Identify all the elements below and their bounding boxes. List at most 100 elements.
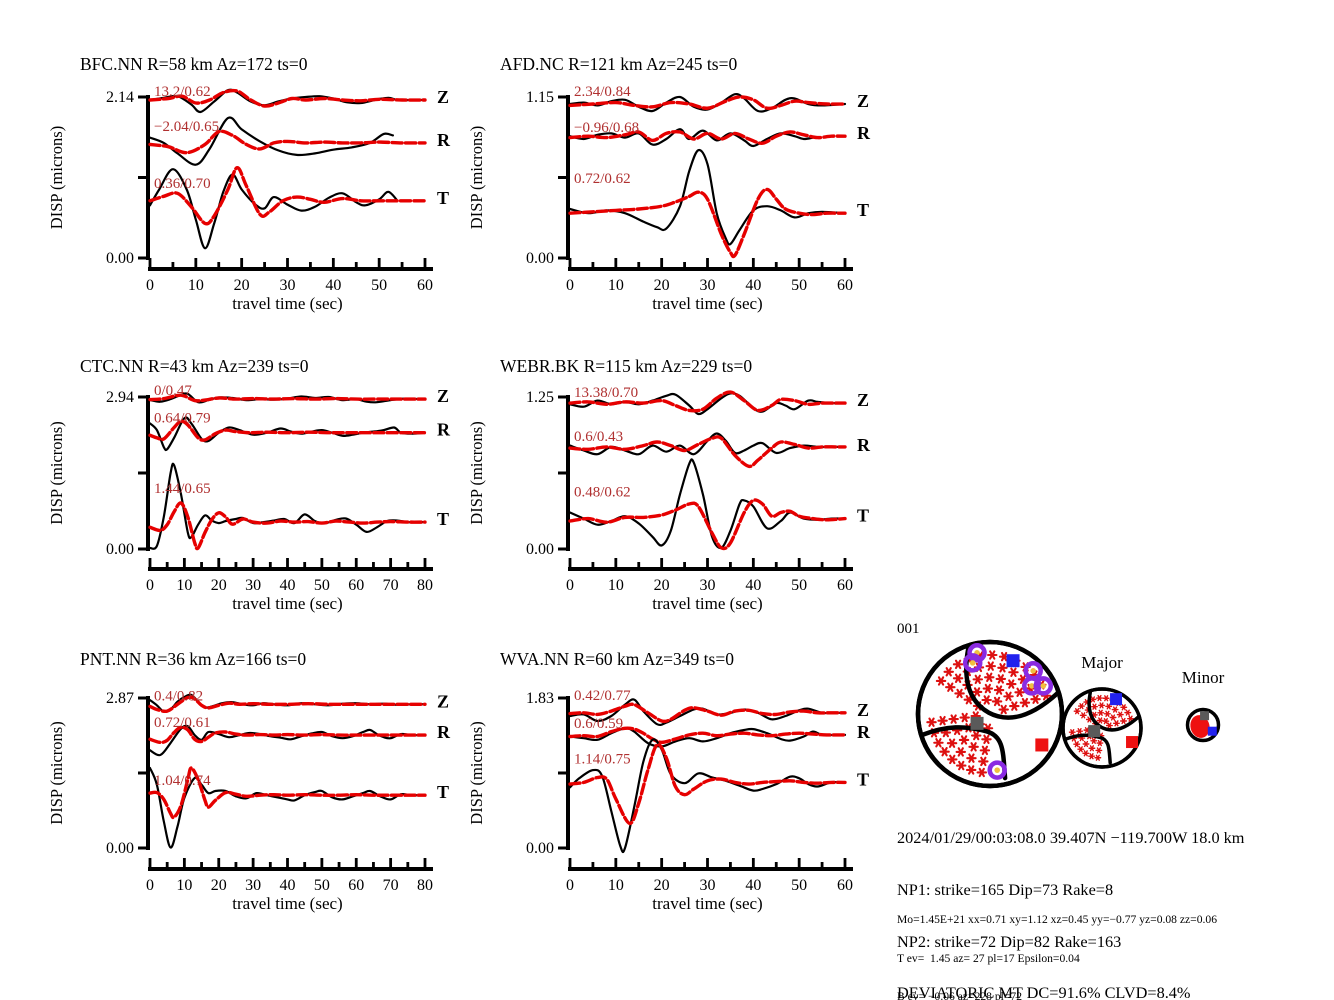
polarity-star <box>937 715 948 726</box>
x-axis-tick <box>820 562 824 567</box>
polarity-star <box>1127 715 1135 722</box>
axis-square-marker <box>1088 725 1101 738</box>
station-marker-center <box>1030 668 1036 674</box>
x-axis-tick <box>406 562 410 567</box>
x-axis-tick <box>268 562 272 567</box>
x-axis-bar <box>148 867 433 871</box>
polarity-star <box>966 753 977 763</box>
x-tick-label: 40 <box>745 877 761 894</box>
station-marker-center <box>1040 683 1047 689</box>
polarity-star <box>1008 667 1019 677</box>
x-tick-label: 10 <box>188 277 204 294</box>
fit-annotation: 0.64/0.79 <box>154 411 211 427</box>
component-label: T <box>857 506 869 526</box>
x-axis-tick <box>774 262 778 267</box>
x-axis-tick <box>751 258 755 267</box>
x-axis-bar <box>148 267 433 271</box>
polarity-star <box>970 730 982 741</box>
axis-square-marker <box>1110 693 1123 706</box>
polarity-star <box>1096 739 1104 747</box>
waveform-panel: WVA.NN R=60 km Az=349 ts=0 1.83 0.00 DISP (… <box>467 649 871 913</box>
x-axis-tick <box>194 258 198 267</box>
polarity-star <box>981 734 992 745</box>
y-axis-tick <box>558 846 567 850</box>
event-mt-line: DEVIATORIC MT DC=91.6% CLVD=8.4% <box>897 983 1191 1000</box>
polarity-star <box>971 687 983 697</box>
panel-title: PNT.NN R=36 km Az=166 ts=0 <box>80 649 306 669</box>
tensor-mo-line: Mo=1.45E+21 xx=0.71 xy=1.12 xz=0.45 yy=−… <box>897 913 1217 927</box>
minor-compression-lobe <box>1190 715 1210 738</box>
polarity-star <box>1019 697 1031 708</box>
y-axis-tick <box>138 395 147 399</box>
x-axis-tick <box>797 558 801 567</box>
component-label: R <box>857 123 871 143</box>
x-tick-label: 10 <box>608 577 624 594</box>
fit-annotation: 13.2/0.62 <box>154 84 211 100</box>
x-tick-label: 50 <box>371 277 387 294</box>
x-axis-tick <box>797 858 801 867</box>
x-axis-tick <box>389 858 393 867</box>
y-axis-tick <box>138 547 147 551</box>
polarity-star <box>1076 728 1084 735</box>
x-axis-tick <box>217 858 221 867</box>
x-tick-label: 0 <box>566 577 574 594</box>
x-axis-tick <box>165 562 169 567</box>
polarity-star <box>948 714 959 724</box>
x-axis-tick <box>683 862 686 867</box>
polarity-star <box>955 760 967 771</box>
x-axis-tick <box>406 862 410 867</box>
polarity-star <box>1097 709 1105 716</box>
x-axis-title: travel time (sec) <box>652 294 762 313</box>
polarity-star <box>1009 701 1020 711</box>
x-axis-tick <box>568 858 572 867</box>
polarity-star <box>978 756 989 767</box>
polarity-star <box>1077 702 1085 710</box>
x-axis-tick <box>217 558 221 567</box>
polarity-star <box>1082 750 1090 757</box>
x-axis-tick <box>389 558 393 567</box>
synthetic-trace <box>148 501 427 551</box>
panel-title: WVA.NN R=60 km Az=349 ts=0 <box>500 649 734 669</box>
axis-square-marker <box>1200 711 1210 721</box>
polarity-star <box>943 667 954 677</box>
component-label: R <box>857 722 871 742</box>
x-tick-label: 40 <box>280 577 296 594</box>
x-axis-tick <box>286 258 289 267</box>
beachball-full-mt <box>915 639 1065 789</box>
x-tick-label: 10 <box>608 277 624 294</box>
x-axis-tick <box>331 258 335 267</box>
x-axis-tick <box>263 262 266 267</box>
x-axis-tick <box>591 262 595 267</box>
x-axis-tick <box>372 862 375 867</box>
x-axis-tick <box>751 858 755 867</box>
x-axis-tick <box>286 858 289 867</box>
observed-trace <box>568 458 847 550</box>
x-axis-tick <box>706 858 709 867</box>
x-axis-tick <box>751 558 755 567</box>
axis-square-marker <box>1207 726 1217 736</box>
x-axis-tick <box>614 558 618 567</box>
x-tick-label: 30 <box>700 877 716 894</box>
axis-square-marker <box>1126 736 1139 749</box>
axis-square-marker <box>970 716 984 730</box>
polarity-star <box>947 754 958 765</box>
x-tick-label: 0 <box>566 877 574 894</box>
component-label: Z <box>857 390 869 410</box>
panel-title: AFD.NC R=121 km Az=245 ts=0 <box>500 54 737 74</box>
y-axis-title: DISP (microns) <box>467 721 486 824</box>
polarity-star <box>1090 703 1098 710</box>
station-marker <box>967 643 987 663</box>
event-origin-line: 2024/01/29/00:03:08.0 39.407N −119.700W … <box>897 828 1245 848</box>
x-axis-tick <box>706 558 709 567</box>
y-axis-tick <box>558 471 567 475</box>
polarity-star <box>954 688 965 699</box>
x-axis-title: travel time (sec) <box>232 294 342 313</box>
x-axis-bar <box>568 867 853 871</box>
polarity-star <box>1095 694 1103 702</box>
fit-annotation: 0.36/0.70 <box>154 176 211 192</box>
x-tick-label: 0 <box>146 277 154 294</box>
x-tick-label: 60 <box>417 277 433 294</box>
polarity-star <box>939 747 950 757</box>
x-axis-tick <box>797 258 801 267</box>
